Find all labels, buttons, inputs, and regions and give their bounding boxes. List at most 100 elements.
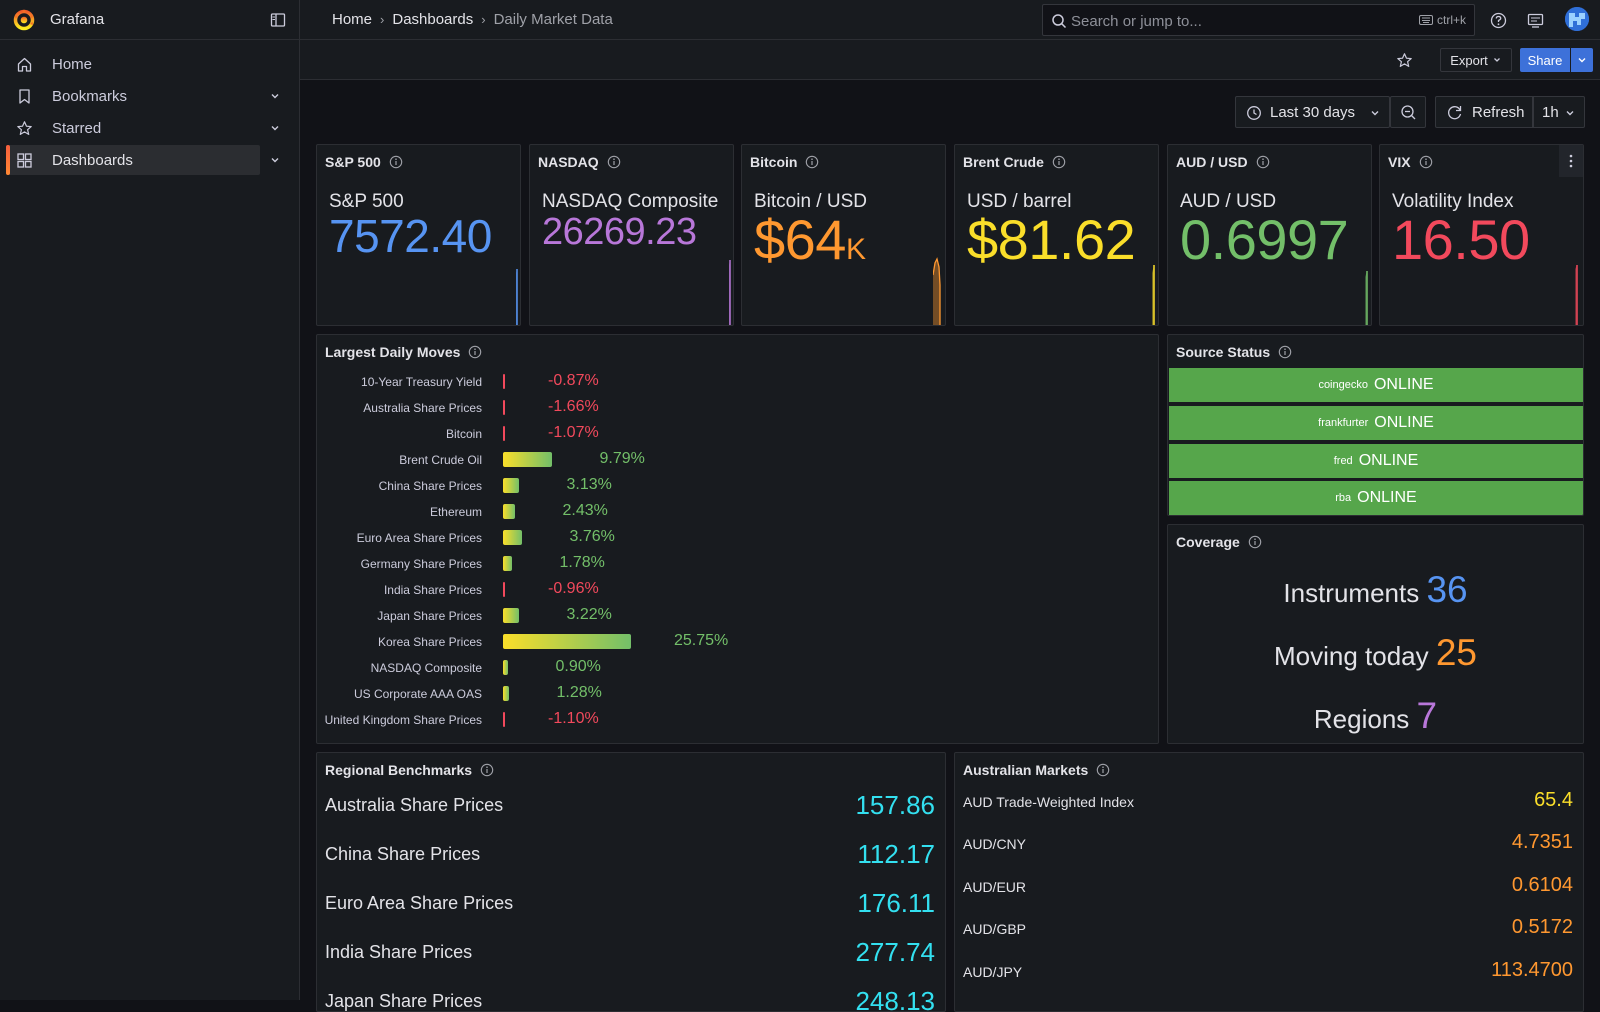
sparkline — [933, 257, 941, 325]
chevron-down-icon[interactable] — [269, 90, 281, 102]
info-icon[interactable] — [1096, 763, 1110, 777]
search-bar[interactable]: ctrl+k — [1042, 4, 1475, 36]
status-row: coingecko ONLINE — [1169, 368, 1583, 402]
bar-gauge-bar — [503, 530, 522, 545]
chevron-down-icon[interactable] — [269, 122, 281, 134]
bar-gauge-value: 3.76% — [569, 528, 615, 545]
benchmark-row: Euro Area Share Prices 176.11 — [325, 885, 935, 925]
largest-daily-moves-panel[interactable]: Largest Daily Moves 10-Year Treasury Yie… — [316, 334, 1159, 744]
app-name[interactable]: Grafana — [50, 11, 105, 28]
grafana-logo-icon[interactable] — [12, 8, 36, 32]
sidebar-item-starred[interactable]: Starred — [6, 113, 260, 143]
benchmark-value: 176.11 — [857, 888, 935, 918]
status-value: ONLINE — [1374, 414, 1434, 431]
benchmark-label: China Share Prices — [325, 844, 481, 864]
info-icon[interactable] — [1052, 155, 1066, 169]
share-label: Share — [1527, 52, 1563, 68]
info-icon[interactable] — [1419, 155, 1433, 169]
bar-gauge-bar — [503, 504, 515, 519]
bar-gauge-value: 2.43% — [562, 502, 608, 519]
keyboard-shortcut-hint: ctrl+k — [1418, 13, 1466, 27]
search-input[interactable] — [1071, 11, 1381, 31]
info-icon[interactable] — [1248, 535, 1262, 549]
export-button[interactable]: Export — [1440, 48, 1512, 72]
bar-gauge-value: 1.78% — [559, 554, 605, 571]
status-source-name: fred — [1333, 455, 1353, 467]
benchmark-label: Japan Share Prices — [325, 991, 483, 1011]
bar-gauge-row: India Share Prices -0.96% — [317, 579, 1137, 601]
stat-panel-brent-crude[interactable]: Brent Crude USD / barrel $81.62 — [954, 144, 1159, 326]
chevron-down-icon[interactable] — [269, 154, 281, 166]
bar-gauge-label: Bitcoin — [445, 427, 482, 441]
stat-panel-sp500[interactable]: S&P 500 S&P 500 7572.40 — [316, 144, 521, 326]
sidebar-item-home[interactable]: Home — [6, 49, 260, 79]
bar-gauge-label: Korea Share Prices — [377, 635, 482, 649]
time-range-picker[interactable]: Last 30 days — [1235, 96, 1390, 128]
stat-panel-bitcoin[interactable]: Bitcoin Bitcoin / USD $64K — [741, 144, 946, 326]
panel-title: VIX — [1388, 154, 1433, 170]
coverage-value: 25 — [1435, 632, 1478, 673]
bar-gauge-bar — [503, 582, 505, 597]
bar-gauge-value: 3.13% — [566, 476, 612, 493]
stat-panel-vix[interactable]: VIX Volatility Index 16.50 — [1379, 144, 1584, 326]
info-icon[interactable] — [1256, 155, 1270, 169]
sidebar-item-dashboards[interactable]: Dashboards — [6, 145, 260, 175]
stat-name: Bitcoin / USD — [754, 191, 867, 212]
stat-name: Volatility Index — [1392, 191, 1514, 212]
stat-panel-aud-usd[interactable]: AUD / USD AUD / USD 0.6997 — [1167, 144, 1372, 326]
stat-panel-nasdaq[interactable]: NASDAQ NASDAQ Composite 26269.23 — [529, 144, 734, 326]
stat-value-number: $64 — [754, 208, 846, 271]
regional-benchmarks-panel[interactable]: Regional Benchmarks Australia Share Pric… — [316, 752, 946, 1012]
panel-menu-button[interactable] — [1559, 145, 1583, 177]
info-icon[interactable] — [805, 155, 819, 169]
panel-title: Bitcoin — [750, 154, 819, 170]
sparkline — [516, 269, 518, 325]
sidebar: Home Bookmarks Starred Dashboards — [0, 40, 299, 1000]
refresh-button[interactable]: Refresh — [1435, 96, 1533, 128]
benchmark-value: 277.74 — [855, 937, 935, 967]
info-icon[interactable] — [1278, 345, 1292, 359]
sidebar-item-label: Bookmarks — [52, 88, 128, 105]
benchmark-label: India Share Prices — [325, 942, 473, 962]
stat-value-number: 0.6997 — [1180, 208, 1349, 271]
panel-title: AUD / USD — [1176, 154, 1270, 170]
user-avatar[interactable] — [1565, 7, 1589, 31]
info-icon[interactable] — [468, 345, 482, 359]
benchmark-value: 157.86 — [855, 790, 935, 820]
zoom-out-button[interactable] — [1390, 96, 1426, 128]
australian-markets-panel[interactable]: Australian Markets AUD Trade-Weighted In… — [954, 752, 1584, 1012]
sidebar-item-bookmarks[interactable]: Bookmarks — [6, 81, 260, 111]
panel-title: S&P 500 — [325, 154, 403, 170]
bar-gauge-row: United Kingdom Share Prices -1.10% — [317, 709, 1137, 731]
bar-gauge-row: Euro Area Share Prices 3.76% — [317, 527, 1137, 549]
news-icon[interactable] — [1527, 12, 1544, 29]
breadcrumb-home[interactable]: Home — [332, 11, 373, 28]
share-button[interactable]: Share — [1520, 48, 1570, 72]
au-market-row: AUD Trade-Weighted Index 65.4 — [963, 785, 1573, 825]
sparkline — [1152, 265, 1155, 325]
breadcrumb-dashboards[interactable]: Dashboards — [392, 11, 474, 28]
au-market-value: 0.6104 — [1511, 874, 1573, 896]
sparkline — [1575, 265, 1578, 325]
bar-gauge-row: Korea Share Prices 25.75% — [317, 631, 1137, 653]
panel-title: NASDAQ — [538, 154, 621, 170]
refresh-interval-picker[interactable]: 1h — [1533, 96, 1585, 128]
coverage-panel[interactable]: Coverage Instruments 36 Moving today 25 … — [1167, 524, 1584, 744]
star-dashboard-icon[interactable] — [1396, 52, 1413, 69]
sidebar-item-label: Home — [52, 56, 93, 73]
info-icon[interactable] — [389, 155, 403, 169]
coverage-label: Moving today — [1273, 641, 1429, 671]
coverage-label: Instruments — [1283, 578, 1420, 608]
bar-gauge-row: Ethereum 2.43% — [317, 501, 1137, 523]
bar-gauge-label: Australia Share Prices — [363, 401, 482, 415]
benchmark-label: Australia Share Prices — [325, 795, 504, 815]
benchmark-row: India Share Prices 277.74 — [325, 934, 935, 974]
share-menu-button[interactable] — [1571, 48, 1593, 72]
help-icon[interactable] — [1490, 12, 1507, 29]
source-status-panel[interactable]: Source Status coingecko ONLINE frankfurte… — [1167, 334, 1584, 516]
dock-menu-icon[interactable] — [270, 12, 286, 28]
info-icon[interactable] — [607, 155, 621, 169]
bar-gauge-value: -0.87% — [548, 372, 599, 389]
info-icon[interactable] — [480, 763, 494, 777]
bar-gauge-label: Euro Area Share Prices — [356, 531, 482, 545]
